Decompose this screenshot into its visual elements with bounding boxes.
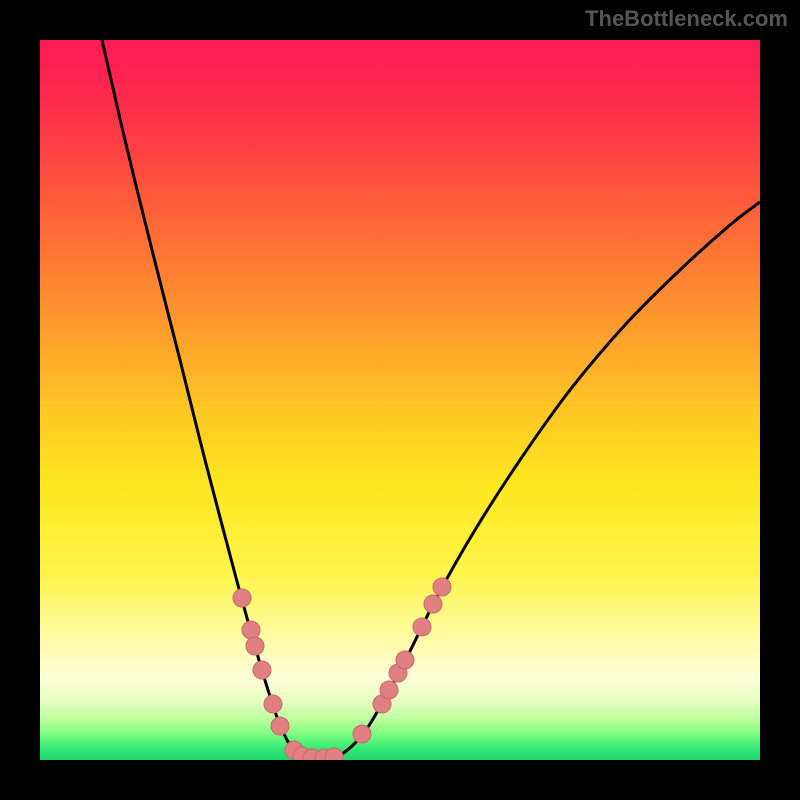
data-marker bbox=[253, 661, 271, 679]
data-marker bbox=[242, 621, 260, 639]
data-marker bbox=[264, 695, 282, 713]
data-marker bbox=[380, 681, 398, 699]
data-marker bbox=[246, 637, 264, 655]
data-marker bbox=[424, 595, 442, 613]
data-marker bbox=[271, 717, 289, 735]
data-marker bbox=[353, 725, 371, 743]
data-marker bbox=[233, 589, 251, 607]
plot-area bbox=[40, 40, 760, 760]
chart-svg bbox=[40, 40, 760, 760]
data-marker bbox=[433, 578, 451, 596]
data-marker bbox=[396, 651, 414, 669]
data-marker bbox=[413, 618, 431, 636]
watermark-text: TheBottleneck.com bbox=[585, 6, 788, 32]
chart-container: TheBottleneck.com bbox=[0, 0, 800, 800]
